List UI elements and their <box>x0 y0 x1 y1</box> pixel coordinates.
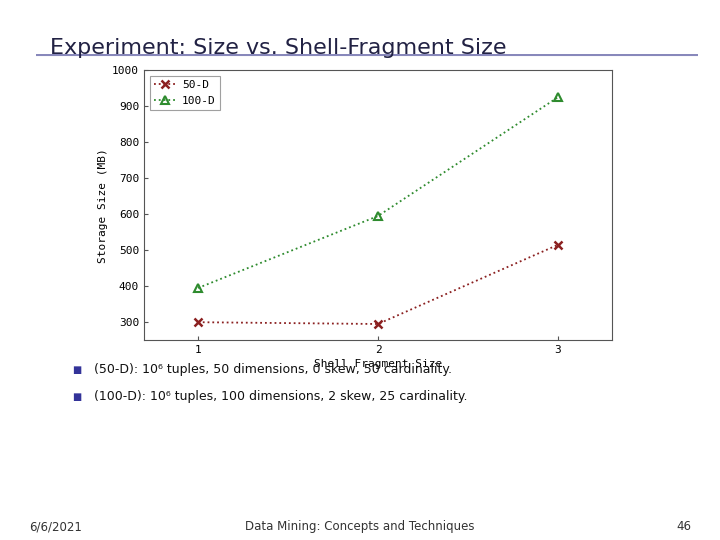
Text: ■: ■ <box>72 365 81 375</box>
100-D <box>194 285 202 291</box>
Line: 50-D: 50-D <box>194 241 562 328</box>
Text: 46: 46 <box>676 520 691 533</box>
50-D <box>554 241 562 248</box>
50-D <box>374 321 382 327</box>
Text: (100-D): 10⁶ tuples, 100 dimensions, 2 skew, 25 cardinality.: (100-D): 10⁶ tuples, 100 dimensions, 2 s… <box>94 390 467 403</box>
Line: 100-D: 100-D <box>194 93 562 292</box>
Text: ■: ■ <box>72 392 81 402</box>
Text: (50-D): 10⁶ tuples, 50 dimensions, 0 skew, 50 cardinality.: (50-D): 10⁶ tuples, 50 dimensions, 0 ske… <box>94 363 451 376</box>
Y-axis label: Storage Size (MB): Storage Size (MB) <box>98 148 108 262</box>
100-D <box>374 213 382 219</box>
100-D <box>554 94 562 100</box>
50-D <box>194 319 202 326</box>
Legend: 50-D, 100-D: 50-D, 100-D <box>150 76 220 110</box>
X-axis label: Shell Fragment Size: Shell Fragment Size <box>314 359 442 369</box>
Text: Data Mining: Concepts and Techniques: Data Mining: Concepts and Techniques <box>246 520 474 533</box>
Text: Experiment: Size vs. Shell-Fragment Size: Experiment: Size vs. Shell-Fragment Size <box>50 38 507 58</box>
Text: 6/6/2021: 6/6/2021 <box>29 520 81 533</box>
